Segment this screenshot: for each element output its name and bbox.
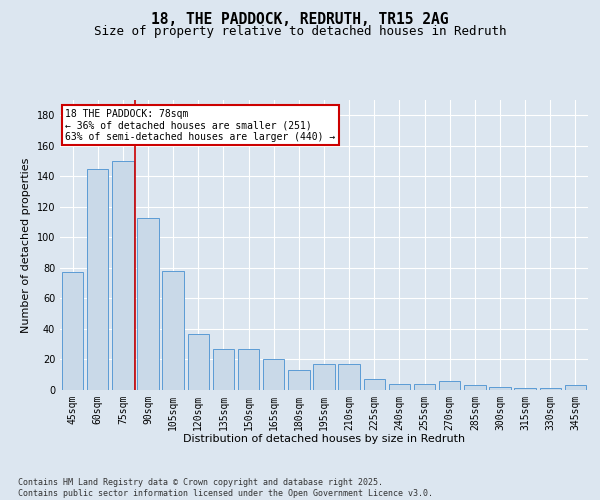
- Text: 18 THE PADDOCK: 78sqm
← 36% of detached houses are smaller (251)
63% of semi-det: 18 THE PADDOCK: 78sqm ← 36% of detached …: [65, 108, 335, 142]
- Y-axis label: Number of detached properties: Number of detached properties: [21, 158, 31, 332]
- Bar: [490, 387, 511, 390]
- Bar: [439, 381, 460, 390]
- Bar: [137, 218, 158, 390]
- Text: 18, THE PADDOCK, REDRUTH, TR15 2AG: 18, THE PADDOCK, REDRUTH, TR15 2AG: [151, 12, 449, 28]
- Bar: [313, 364, 335, 390]
- Bar: [464, 386, 485, 390]
- Bar: [213, 349, 234, 390]
- Bar: [288, 370, 310, 390]
- Bar: [163, 271, 184, 390]
- Bar: [238, 349, 259, 390]
- Bar: [414, 384, 435, 390]
- Bar: [539, 388, 561, 390]
- Bar: [112, 161, 134, 390]
- Bar: [514, 388, 536, 390]
- Bar: [338, 364, 360, 390]
- Text: Size of property relative to detached houses in Redruth: Size of property relative to detached ho…: [94, 25, 506, 38]
- Bar: [62, 272, 83, 390]
- Bar: [389, 384, 410, 390]
- X-axis label: Distribution of detached houses by size in Redruth: Distribution of detached houses by size …: [183, 434, 465, 444]
- Bar: [87, 168, 109, 390]
- Bar: [263, 360, 284, 390]
- Bar: [565, 386, 586, 390]
- Text: Contains HM Land Registry data © Crown copyright and database right 2025.
Contai: Contains HM Land Registry data © Crown c…: [18, 478, 433, 498]
- Bar: [364, 380, 385, 390]
- Bar: [188, 334, 209, 390]
